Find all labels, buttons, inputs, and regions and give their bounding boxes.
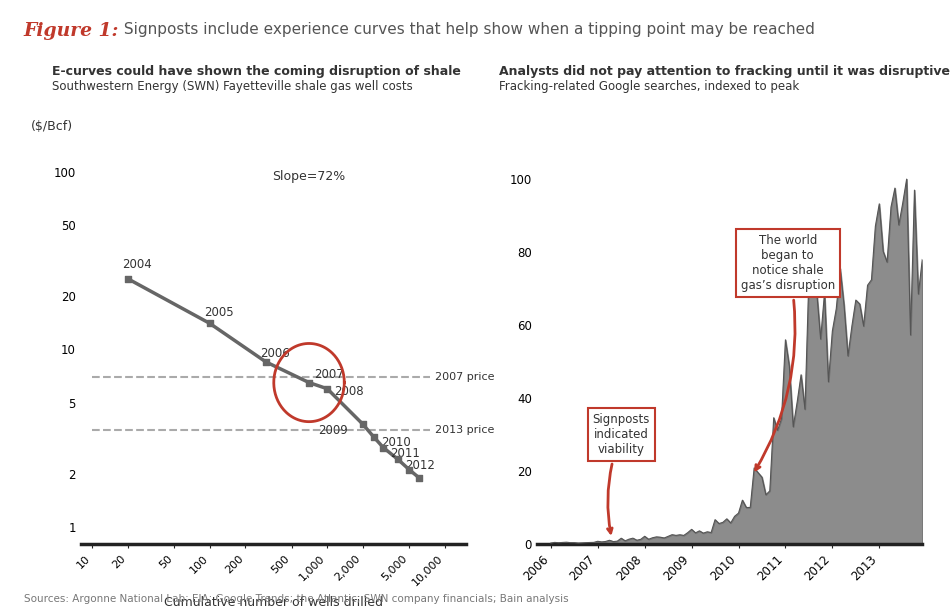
- Text: Fracking-related Google searches, indexed to peak: Fracking-related Google searches, indexe…: [499, 80, 799, 93]
- Text: 2009: 2009: [318, 424, 348, 437]
- Point: [367, 432, 382, 442]
- Point: [301, 378, 316, 387]
- Text: Signposts include experience curves that help show when a tipping point may be r: Signposts include experience curves that…: [119, 22, 814, 36]
- Point: [402, 465, 417, 475]
- Text: 2008: 2008: [334, 385, 364, 398]
- Point: [202, 319, 218, 328]
- Point: [376, 443, 391, 453]
- Text: ($/Bcf): ($/Bcf): [30, 121, 73, 133]
- Point: [390, 454, 406, 464]
- Text: 2007: 2007: [314, 368, 344, 381]
- Text: 2012: 2012: [405, 459, 435, 472]
- Text: The world
began to
notice shale
gas’s disruption: The world began to notice shale gas’s di…: [741, 234, 835, 470]
- Text: 2010: 2010: [381, 436, 410, 450]
- Point: [355, 419, 370, 429]
- Text: 2004: 2004: [122, 258, 152, 271]
- Point: [258, 357, 274, 367]
- Text: 2006: 2006: [260, 347, 290, 360]
- Text: Sources: Argonne National Lab; EIA; Google Trends; the Atlantic; SWN company fin: Sources: Argonne National Lab; EIA; Goog…: [24, 594, 568, 604]
- Point: [120, 274, 135, 284]
- Text: 2011: 2011: [390, 446, 420, 459]
- Text: E-curves could have shown the coming disruption of shale: E-curves could have shown the coming dis…: [52, 65, 461, 77]
- Text: Analysts did not pay attention to fracking until it was disruptive: Analysts did not pay attention to fracki…: [499, 65, 950, 77]
- Text: Slope=72%: Slope=72%: [273, 170, 346, 183]
- Text: Southwestern Energy (SWN) Fayetteville shale gas well costs: Southwestern Energy (SWN) Fayetteville s…: [52, 80, 413, 93]
- Text: 2005: 2005: [204, 306, 234, 319]
- Text: 2013 price: 2013 price: [435, 426, 494, 435]
- Point: [411, 472, 427, 482]
- Text: 2007 price: 2007 price: [435, 372, 494, 382]
- Point: [319, 384, 334, 394]
- X-axis label: Cumulative number of wells drilled: Cumulative number of wells drilled: [163, 596, 383, 609]
- Text: Figure 1:: Figure 1:: [24, 22, 119, 39]
- Text: Signposts
indicated
viability: Signposts indicated viability: [593, 413, 650, 533]
